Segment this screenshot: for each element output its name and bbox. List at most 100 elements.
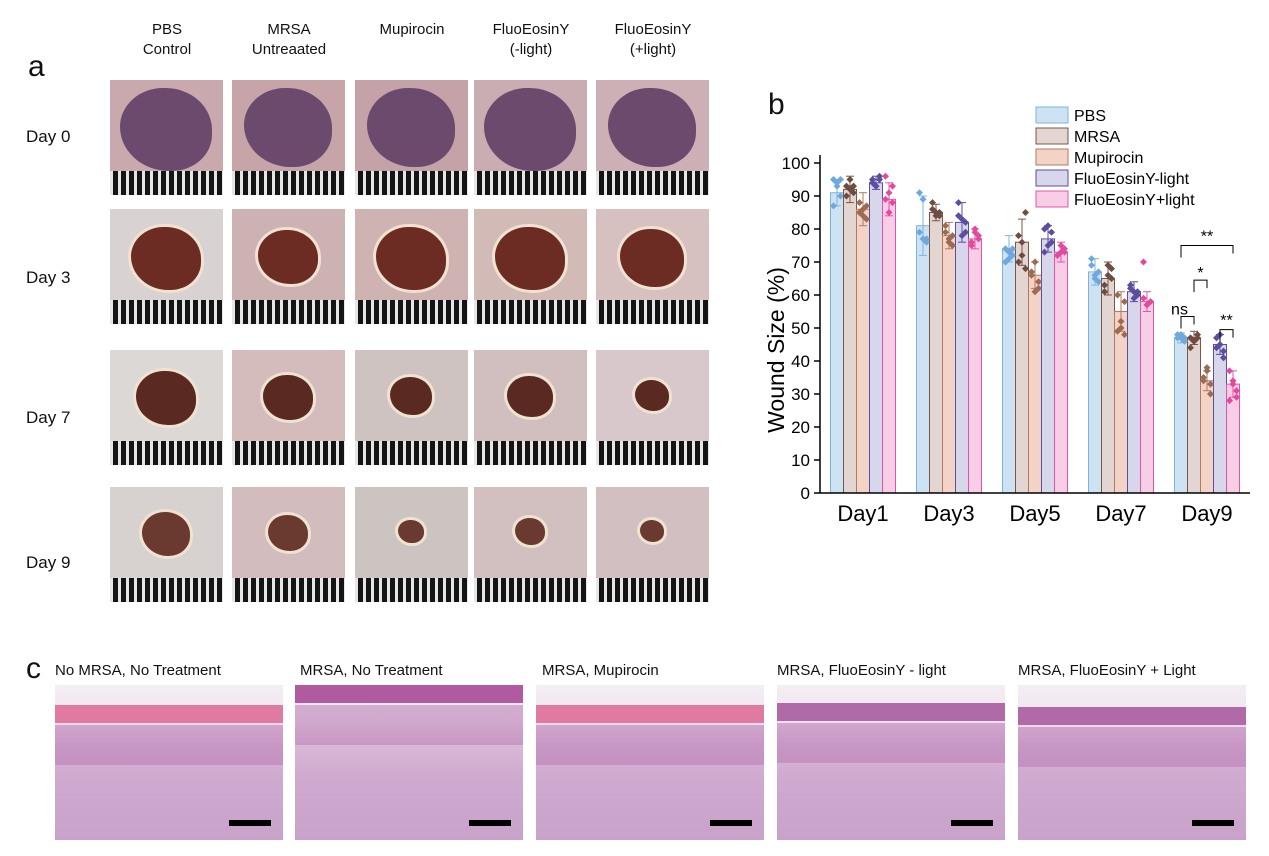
ruler-scale — [596, 300, 709, 324]
significance-label: ** — [1201, 229, 1213, 246]
scale-bar — [951, 820, 993, 826]
legend-swatch — [1035, 169, 1069, 187]
row-label: Day 9 — [26, 553, 71, 572]
ruler-scale — [596, 578, 709, 602]
epidermis-layer — [295, 685, 523, 703]
column-header: Mupirocin — [357, 20, 467, 40]
data-point — [975, 232, 982, 240]
data-point — [955, 212, 962, 220]
data-point — [1114, 291, 1121, 299]
data-point — [1005, 255, 1013, 263]
wound-photo — [474, 209, 587, 324]
data-point — [929, 199, 936, 207]
data-point — [1018, 251, 1026, 259]
wound-area — [515, 518, 545, 546]
data-point — [958, 232, 966, 240]
ruler-scale — [474, 578, 587, 602]
ruler-scale — [232, 441, 345, 465]
data-point — [1104, 271, 1112, 279]
data-point — [889, 199, 896, 207]
data-point — [1117, 324, 1125, 332]
wound-area — [390, 377, 432, 416]
wound-area — [136, 371, 196, 426]
data-point — [850, 189, 857, 197]
data-point — [919, 195, 927, 203]
data-point — [962, 218, 969, 226]
wound-area — [263, 374, 313, 420]
wound-area — [507, 376, 553, 418]
bar — [1015, 241, 1029, 494]
y-tick-label: 50 — [791, 319, 810, 338]
data-point — [882, 172, 889, 180]
row-label: Day 7 — [26, 408, 71, 427]
bar — [830, 192, 844, 494]
column-header-line1: FluoEosinY — [492, 21, 570, 38]
ruler-scale — [232, 578, 345, 602]
wound-photo — [110, 209, 223, 324]
bar — [929, 212, 943, 494]
data-point — [1203, 364, 1211, 372]
data-point — [876, 176, 883, 183]
wound-photo — [474, 80, 587, 195]
epidermis-layer — [1018, 707, 1246, 725]
data-point — [1088, 255, 1095, 263]
wound-area — [608, 88, 696, 168]
ruler-scale — [474, 171, 587, 195]
data-point — [1187, 344, 1194, 352]
data-point — [1095, 278, 1102, 286]
y-tick-label: 60 — [791, 286, 810, 305]
histology-title: MRSA, Mupirocin — [542, 662, 659, 679]
wound-photo — [232, 80, 345, 195]
wound-photo — [232, 209, 345, 324]
dermis-layer — [777, 723, 1005, 763]
data-point — [1233, 393, 1240, 401]
wound-area — [484, 88, 576, 171]
data-point — [916, 228, 923, 236]
data-point — [1121, 331, 1128, 339]
histology-image — [295, 685, 523, 840]
bar — [1187, 337, 1201, 494]
wound-photo — [110, 80, 223, 195]
bar — [1127, 291, 1141, 494]
ruler-scale — [596, 171, 709, 195]
data-point — [856, 199, 863, 207]
ruler-scale — [110, 171, 223, 195]
wound-area — [398, 519, 424, 544]
data-point — [1134, 288, 1141, 296]
data-point — [1022, 209, 1029, 216]
legend-swatch — [1035, 190, 1069, 208]
wound-area — [142, 512, 190, 556]
y-tick-label: 10 — [791, 451, 810, 470]
row-label: Day 0 — [26, 127, 71, 146]
y-tick-label: 30 — [791, 385, 810, 404]
scale-bar — [1192, 820, 1234, 826]
bar — [1200, 380, 1214, 494]
data-point — [1229, 380, 1237, 388]
column-header-line1: PBS — [151, 21, 182, 38]
column-header-line1: FluoEosinY — [614, 21, 692, 38]
histology-title: MRSA, FluoEosinY - light — [777, 662, 946, 679]
data-point — [837, 176, 844, 183]
wound-size-chart: 0 10 20 30 40 50 60 70 80 90 100 Day1 Day3 Day5 Day7 Da… — [763, 106, 1250, 526]
legend-label: FluoEosinY-light — [1074, 171, 1190, 188]
data-point — [1147, 298, 1154, 306]
wound-photo — [596, 209, 709, 324]
wound-area — [635, 380, 669, 411]
column-header: PBS Control — [112, 20, 222, 60]
y-tick-label: 40 — [791, 352, 810, 371]
data-point — [1200, 374, 1207, 381]
data-point — [1031, 258, 1039, 266]
ruler-scale — [474, 441, 587, 465]
data-point — [1088, 261, 1095, 269]
data-point — [1226, 367, 1233, 375]
panel-c-letter: c — [26, 652, 41, 685]
legend-label: PBS — [1074, 108, 1106, 125]
x-tick-label: Day9 — [1181, 501, 1232, 526]
bar — [1041, 238, 1055, 494]
histology-image — [55, 685, 283, 840]
data-point — [1194, 331, 1201, 339]
legend-label: FluoEosinY+light — [1074, 192, 1195, 209]
data-point — [1226, 397, 1233, 405]
data-point — [1022, 265, 1029, 273]
wound-photo — [355, 209, 468, 324]
